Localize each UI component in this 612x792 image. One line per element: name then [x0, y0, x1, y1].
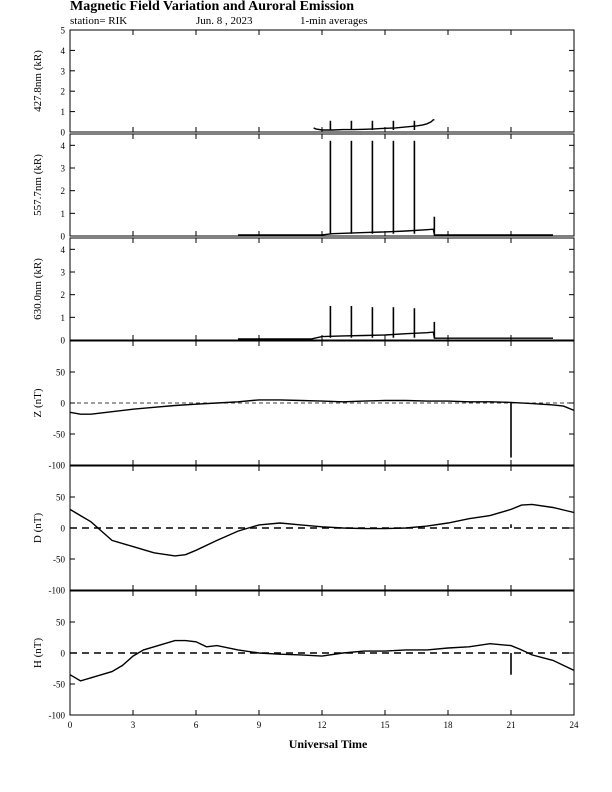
station-label: station= RIK: [70, 15, 127, 27]
y-tick-label: -50: [53, 555, 65, 565]
panel-pZ: -100 -50 0 50 Z (nT): [32, 340, 575, 471]
y-tick-label: 3: [61, 66, 66, 76]
y-tick-label: 1: [61, 107, 66, 117]
x-tick-label: 9: [257, 720, 262, 730]
x-tick-label: 12: [318, 720, 327, 730]
y-tick-label: -50: [53, 430, 65, 440]
y-tick-label: 4: [61, 245, 66, 255]
y-tick-label: 2: [61, 186, 66, 196]
y-tick-label: 2: [61, 87, 66, 97]
x-tick-label: 21: [507, 720, 516, 730]
x-tick-label: 6: [194, 720, 199, 730]
y-tick-label: 0: [61, 649, 66, 659]
panel-frame: [69, 237, 575, 341]
y-tick-label: 1: [61, 209, 66, 219]
y-tick-label: 0: [61, 336, 66, 346]
y-tick-label: 4: [61, 141, 66, 151]
y-tick-label: -50: [53, 680, 65, 690]
series-line: [238, 228, 553, 236]
x-tick-label: 24: [570, 720, 580, 730]
y-tick-label: 0: [61, 399, 66, 409]
y-tick-label: 0: [61, 524, 66, 534]
y-tick-label: 50: [56, 493, 66, 503]
x-tick-label: 0: [68, 720, 73, 730]
y-axis-label: 630.0nm (kR): [32, 258, 44, 320]
y-tick-label: 2: [61, 290, 66, 300]
y-tick-label: 3: [61, 268, 66, 278]
x-axis-label: Universal Time: [289, 737, 368, 751]
panel-pH: -100 -50 0 50 H (nT): [32, 590, 575, 721]
series-line: [69, 639, 575, 682]
y-tick-label: 50: [56, 368, 66, 378]
series-line: [313, 119, 435, 131]
date-label: Jun. 8 , 2023: [196, 15, 253, 27]
y-tick-label: -100: [49, 586, 66, 596]
y-tick-label: 5: [61, 26, 66, 36]
y-tick-label: 1: [61, 313, 66, 323]
y-tick-label: -100: [49, 711, 66, 721]
y-tick-label: -100: [49, 461, 66, 471]
y-tick-label: 50: [56, 618, 66, 628]
series-line: [238, 331, 553, 340]
chart-title: Magnetic Field Variation and Auroral Emi…: [70, 0, 354, 14]
y-tick-label: 4: [61, 46, 66, 56]
y-tick-label: 0: [61, 128, 66, 138]
y-axis-label: H (nT): [32, 638, 44, 669]
y-tick-label: 0: [61, 232, 66, 242]
x-tick-label: 15: [381, 720, 391, 730]
y-axis-label: 427.8nm (kR): [32, 50, 44, 112]
y-axis-label: 557.7nm (kR): [32, 154, 44, 216]
panel-frame: [69, 29, 575, 133]
y-tick-label: 3: [61, 164, 66, 174]
series-line: [69, 399, 575, 415]
x-tick-label: 3: [131, 720, 136, 730]
panel-p6300: 0 1 2 3 4 630.0nm (kR): [32, 237, 575, 346]
y-axis-label: D (nT): [32, 513, 44, 544]
panel-frame: [69, 133, 575, 237]
panel-p4278: 0 1 2 3 4 5 427.8nm (kR): [32, 26, 575, 138]
series-line: [69, 503, 575, 557]
y-axis-label: Z (nT): [32, 388, 44, 417]
x-tick-label: 18: [444, 720, 454, 730]
averaging-label: 1-min averages: [300, 15, 368, 27]
panel-pD: -100 -50 0 50 D (nT): [32, 465, 575, 596]
panel-p5577: 0 1 2 3 4 557.7nm (kR): [32, 133, 575, 242]
